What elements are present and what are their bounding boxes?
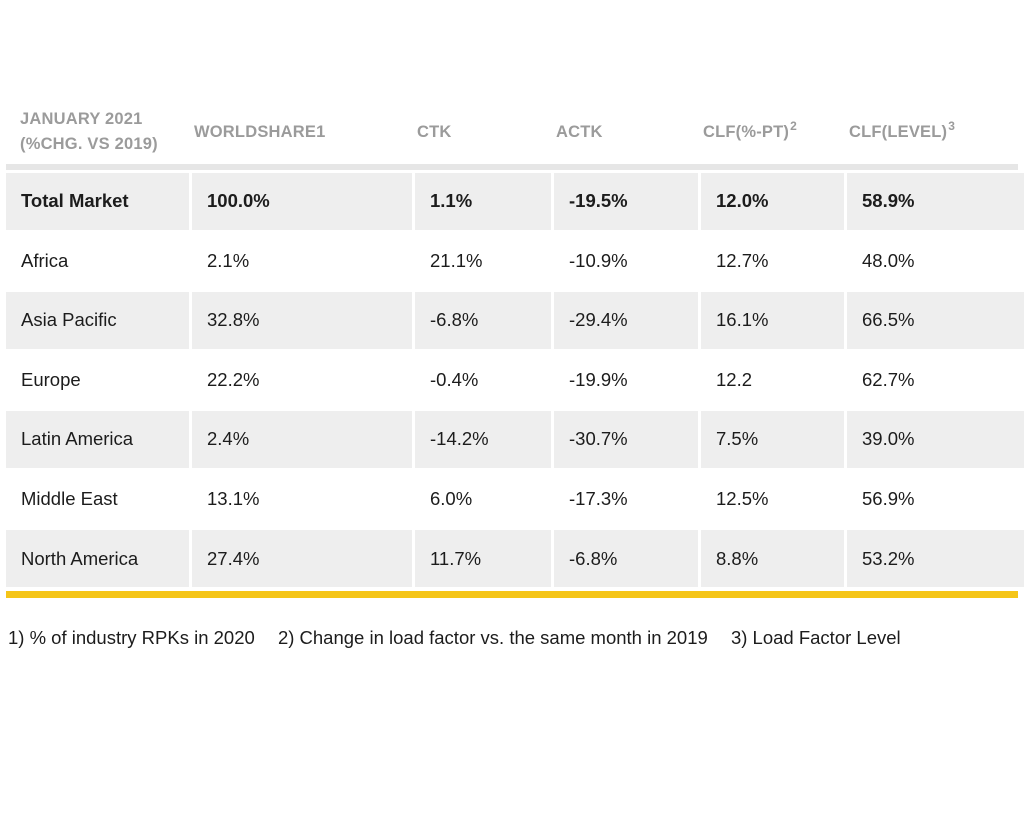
cell-clf-pt: 16.1% — [701, 291, 844, 349]
cell-worldshare: 2.1% — [192, 232, 412, 290]
footnotes: 1) % of industry RPKs in 2020 2) Change … — [8, 627, 919, 649]
cell-clf-level: 48.0% — [847, 232, 1024, 290]
header-period-line1: JANUARY 2021 — [20, 110, 143, 128]
cell-actk: -19.9% — [554, 351, 698, 409]
header-actk-label: ACTK — [556, 122, 603, 141]
cell-worldshare: 13.1% — [192, 470, 412, 528]
header-worldshare-label: WORLDSHARE1 — [194, 122, 326, 141]
cell-clf-pt: 12.5% — [701, 470, 844, 528]
cell-clf-level: 66.5% — [847, 291, 1024, 349]
table-row: Latin America 2.4% -14.2% -30.7% 7.5% 39… — [6, 410, 1024, 468]
accent-divider — [6, 591, 1018, 599]
cell-worldshare: 2.4% — [192, 410, 412, 468]
cell-actk: -29.4% — [554, 291, 698, 349]
header-ctk: CTK — [415, 100, 551, 164]
cell-clf-pt: 12.0% — [701, 172, 844, 230]
cell-region: North America — [6, 530, 189, 588]
table-row: Total Market 100.0% 1.1% -19.5% 12.0% 58… — [6, 172, 1024, 230]
header-worldshare: WORLDSHARE1 — [192, 100, 412, 164]
cell-clf-pt: 7.5% — [701, 410, 844, 468]
cargo-market-table: JANUARY 2021 (%CHG. VS 2019) WORLDSHARE1… — [6, 100, 1024, 599]
cell-clf-level: 53.2% — [847, 530, 1024, 588]
cell-region: Middle East — [6, 470, 189, 528]
cell-actk: -6.8% — [554, 530, 698, 588]
header-period-stack: JANUARY 2021 (%CHG. VS 2019) — [20, 107, 158, 157]
cell-worldshare: 27.4% — [192, 530, 412, 588]
header-actk: ACTK — [554, 100, 698, 164]
header-clf-level-label: CLF(LEVEL) — [849, 122, 948, 141]
header-clf-pt: CLF(%-PT) 2 — [701, 100, 844, 164]
footnote-2: 2) Change in load factor vs. the same mo… — [277, 627, 708, 648]
cell-clf-level: 62.7% — [847, 351, 1024, 409]
header-ctk-label: CTK — [417, 122, 452, 141]
cell-ctk: 6.0% — [415, 470, 551, 528]
cell-worldshare: 22.2% — [192, 351, 412, 409]
cell-actk: -19.5% — [554, 172, 698, 230]
table-row: Middle East 13.1% 6.0% -17.3% 12.5% 56.9… — [6, 470, 1024, 528]
table-row: North America 27.4% 11.7% -6.8% 8.8% 53.… — [6, 530, 1024, 588]
cell-ctk: -6.8% — [415, 291, 551, 349]
cell-actk: -10.9% — [554, 232, 698, 290]
table-row: Europe 22.2% -0.4% -19.9% 12.2 62.7% — [6, 351, 1024, 409]
cell-clf-level: 58.9% — [847, 172, 1024, 230]
cell-clf-pt: 12.2 — [701, 351, 844, 409]
cell-region: Asia Pacific — [6, 291, 189, 349]
cell-clf-pt: 12.7% — [701, 232, 844, 290]
cell-ctk: -14.2% — [415, 410, 551, 468]
cell-ctk: 1.1% — [415, 172, 551, 230]
footnote-1: 1) % of industry RPKs in 2020 — [8, 627, 255, 648]
cell-region: Latin America — [6, 410, 189, 468]
cell-actk: -30.7% — [554, 410, 698, 468]
cell-ctk: 21.1% — [415, 232, 551, 290]
cell-clf-level: 39.0% — [847, 410, 1024, 468]
header-period: JANUARY 2021 (%CHG. VS 2019) — [6, 100, 189, 164]
cell-region: Europe — [6, 351, 189, 409]
header-clf-pt-label: CLF(%-PT) — [703, 122, 790, 141]
table-row: Asia Pacific 32.8% -6.8% -29.4% 16.1% 66… — [6, 291, 1024, 349]
table-row: Africa 2.1% 21.1% -10.9% 12.7% 48.0% — [6, 232, 1024, 290]
cell-worldshare: 32.8% — [192, 291, 412, 349]
cell-actk: -17.3% — [554, 470, 698, 528]
cell-clf-level: 56.9% — [847, 470, 1024, 528]
footnote-3: 3) Load Factor Level — [730, 627, 901, 648]
cell-region: Total Market — [6, 172, 189, 230]
cell-clf-pt: 8.8% — [701, 530, 844, 588]
cell-region: Africa — [6, 232, 189, 290]
table-header-row: JANUARY 2021 (%CHG. VS 2019) WORLDSHARE1… — [6, 100, 1018, 170]
cell-ctk: -0.4% — [415, 351, 551, 409]
header-clf-level: CLF(LEVEL) 3 — [847, 100, 1024, 164]
cell-ctk: 11.7% — [415, 530, 551, 588]
cell-worldshare: 100.0% — [192, 172, 412, 230]
header-period-line2: (%CHG. VS 2019) — [20, 135, 158, 153]
